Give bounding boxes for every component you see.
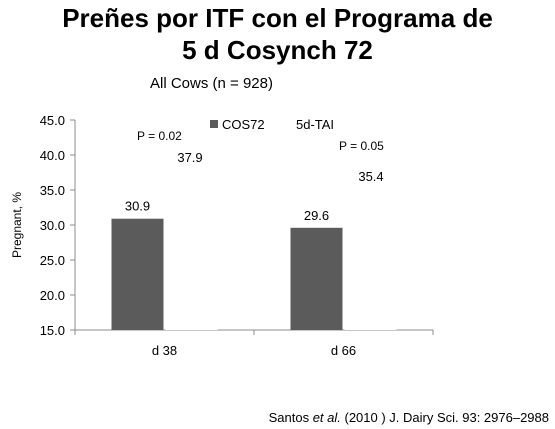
y-tick-label: 25.0 — [40, 253, 65, 268]
title-line: 5 d Cosynch 72 — [182, 35, 373, 65]
bar-5d-tai — [344, 187, 397, 330]
citation: Santos et al. (2010 ) J. Dairy Sci. 93: … — [269, 410, 549, 426]
data-label: 30.9 — [125, 199, 150, 214]
bar-cos72 — [290, 227, 343, 330]
data-label: 35.4 — [358, 169, 383, 184]
y-tick-label: 30.0 — [40, 218, 65, 233]
legend-swatch-cos72 — [210, 120, 218, 128]
citation-authors: Santos — [268, 410, 313, 425]
y-tick-label: 20.0 — [40, 288, 65, 303]
title-line: Preñes por ITF con el Programa de — [62, 3, 493, 33]
data-label: 37.9 — [177, 150, 202, 165]
y-tick-label: 35.0 — [40, 183, 65, 198]
y-axis-title: Pregnant, % — [10, 192, 24, 258]
citation-journal: (2010 ) J. Dairy Sci. 93: 2976–2988 — [340, 410, 549, 425]
x-tick-label: d 66 — [331, 343, 356, 358]
p-value-annotation: P = 0.02 — [137, 129, 182, 143]
y-tick-label: 15.0 — [40, 323, 65, 338]
legend-label-cos72: COS72 — [222, 117, 265, 132]
y-tick-label: 45.0 — [40, 113, 65, 128]
citation-et-al: et al. — [312, 410, 341, 425]
slide-title: Preñes por ITF con el Programa de 5 d Co… — [0, 2, 555, 66]
chart-subtitle: All Cows (n = 928) — [150, 75, 273, 92]
p-value-annotation: P = 0.05 — [339, 139, 384, 153]
y-tick-label: 40.0 — [40, 148, 65, 163]
bar-cos72 — [111, 218, 164, 330]
x-tick-label: d 38 — [152, 343, 177, 358]
bar-5d-tai — [165, 169, 218, 330]
data-label: 29.6 — [304, 208, 329, 223]
legend-label-5d-tai: 5d-TAI — [296, 117, 334, 132]
